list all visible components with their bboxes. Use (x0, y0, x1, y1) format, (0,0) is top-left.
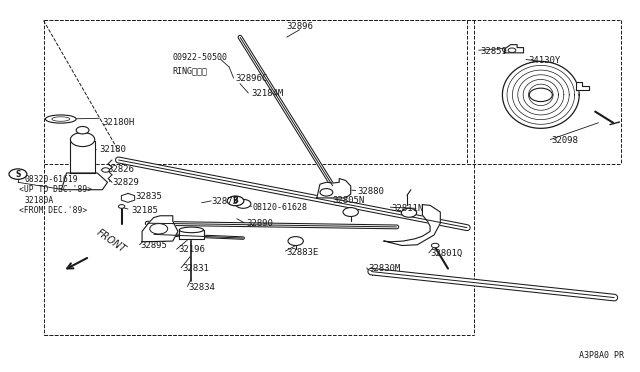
Circle shape (236, 199, 251, 208)
Text: 32873: 32873 (211, 198, 238, 206)
Text: 32831: 32831 (182, 264, 209, 273)
Text: 32826: 32826 (108, 165, 134, 174)
Polygon shape (70, 141, 95, 173)
Text: 08120-61628: 08120-61628 (253, 203, 308, 212)
Text: 32835: 32835 (136, 192, 163, 201)
Ellipse shape (179, 227, 204, 233)
Circle shape (102, 168, 109, 172)
Text: 32895: 32895 (141, 241, 168, 250)
Polygon shape (61, 173, 108, 190)
Ellipse shape (52, 117, 70, 121)
Circle shape (343, 208, 358, 217)
Polygon shape (122, 193, 134, 202)
Text: 32890: 32890 (246, 219, 273, 228)
Text: B: B (233, 196, 238, 205)
Polygon shape (502, 61, 579, 128)
Text: 32896C: 32896C (236, 74, 268, 83)
Text: 32805N: 32805N (333, 196, 365, 205)
Circle shape (288, 237, 303, 246)
Text: <UP TO DEC.'89>: <UP TO DEC.'89> (19, 185, 92, 194)
Circle shape (508, 48, 516, 52)
Text: 32830M: 32830M (368, 264, 400, 273)
Text: S: S (15, 170, 20, 179)
Text: 32883E: 32883E (287, 248, 319, 257)
Circle shape (150, 224, 168, 234)
Polygon shape (576, 82, 589, 90)
Polygon shape (317, 179, 351, 198)
Text: 00922-50500: 00922-50500 (173, 53, 228, 62)
Text: 32180A: 32180A (24, 196, 54, 205)
Text: 32801Q: 32801Q (430, 249, 462, 258)
Circle shape (70, 132, 95, 147)
Polygon shape (142, 216, 178, 242)
Text: 32098: 32098 (552, 136, 579, 145)
Text: <FROM DEC.'89>: <FROM DEC.'89> (19, 206, 88, 215)
Text: A3P8A0 PR: A3P8A0 PR (579, 351, 624, 360)
Text: 08320-61619: 08320-61619 (24, 175, 78, 184)
Circle shape (401, 208, 417, 217)
Text: FRONT: FRONT (95, 228, 128, 255)
Circle shape (9, 169, 27, 179)
Text: 32811N: 32811N (392, 204, 424, 213)
Text: 32834: 32834 (189, 283, 216, 292)
Ellipse shape (45, 115, 76, 123)
Text: 32180: 32180 (99, 145, 126, 154)
Circle shape (227, 196, 244, 206)
Polygon shape (384, 205, 440, 246)
Circle shape (529, 88, 552, 102)
Text: 32180H: 32180H (102, 118, 134, 126)
Text: 32185: 32185 (131, 206, 158, 215)
Text: RINGリング: RINGリング (173, 66, 208, 75)
Text: 32184M: 32184M (251, 89, 283, 98)
Polygon shape (179, 230, 204, 239)
Circle shape (118, 205, 125, 208)
Text: 32829: 32829 (112, 178, 139, 187)
Text: 32896: 32896 (286, 22, 313, 31)
Circle shape (431, 243, 439, 248)
Text: 34130Y: 34130Y (528, 56, 560, 65)
Circle shape (76, 126, 89, 134)
Text: 32859: 32859 (480, 47, 507, 56)
Polygon shape (504, 45, 524, 53)
Text: 32196: 32196 (178, 246, 205, 254)
Text: 32880: 32880 (357, 187, 384, 196)
Circle shape (320, 189, 333, 196)
